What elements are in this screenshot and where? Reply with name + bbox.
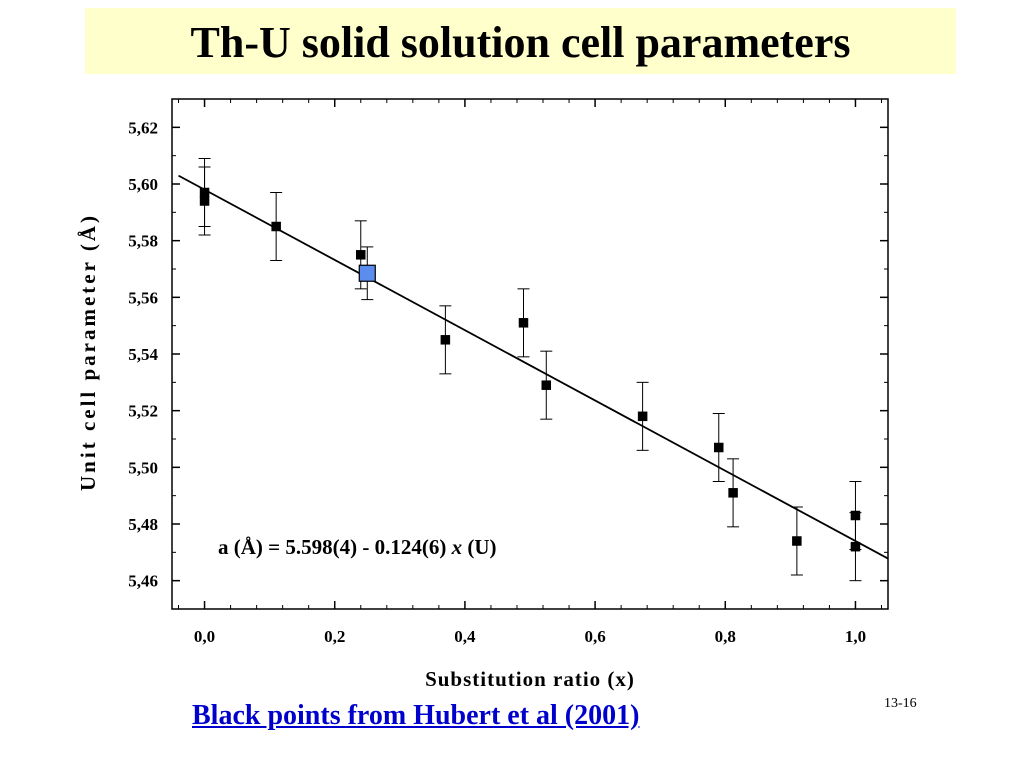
- data-point: [637, 411, 648, 422]
- y-tick-label: 5,56: [128, 288, 158, 307]
- data-point: [356, 250, 366, 260]
- x-axis-label: Substitution ratio (x): [425, 667, 635, 691]
- y-tick-label: 5,50: [128, 458, 158, 477]
- data-point: [850, 541, 861, 552]
- y-axis-label: Unit cell parameter (Å): [76, 213, 100, 491]
- data-point: [714, 442, 724, 453]
- data-point: [271, 221, 281, 232]
- slide-title: Th-U solid solution cell parameters: [190, 18, 851, 67]
- source-link[interactable]: Black points from Hubert et al (2001): [192, 700, 640, 731]
- data-point: [728, 488, 738, 498]
- y-tick-label: 5,60: [128, 175, 158, 194]
- fit-line: [178, 174, 889, 560]
- title-band: Th-U solid solution cell parameters: [85, 8, 956, 74]
- x-tick-label: 0,0: [194, 627, 215, 646]
- slide-number: 13-16: [884, 696, 917, 711]
- y-tick-label: 5,52: [128, 402, 158, 421]
- y-tick-label: 5,54: [128, 345, 158, 364]
- data-point: [792, 536, 802, 546]
- data-point: [440, 335, 451, 345]
- fit-equation: a (Å) = 5.598(4) - 0.124(6) x (U): [218, 535, 497, 559]
- x-tick-label: 0,2: [324, 627, 345, 646]
- x-tick-label: 1,0: [845, 627, 866, 646]
- x-tick-label: 0,8: [715, 627, 736, 646]
- y-tick-label: 5,46: [128, 572, 158, 591]
- x-tick-label: 0,4: [454, 627, 476, 646]
- y-tick-label: 5,58: [128, 232, 158, 251]
- x-tick-label: 0,6: [584, 627, 605, 646]
- data-point: [518, 318, 529, 328]
- y-tick-label: 5,48: [128, 515, 158, 534]
- data-point: [199, 196, 210, 206]
- plot-frame: [171, 98, 889, 610]
- y-tick-label: 5,62: [128, 118, 158, 137]
- data-point: [541, 380, 552, 390]
- highlight-point: [358, 264, 376, 282]
